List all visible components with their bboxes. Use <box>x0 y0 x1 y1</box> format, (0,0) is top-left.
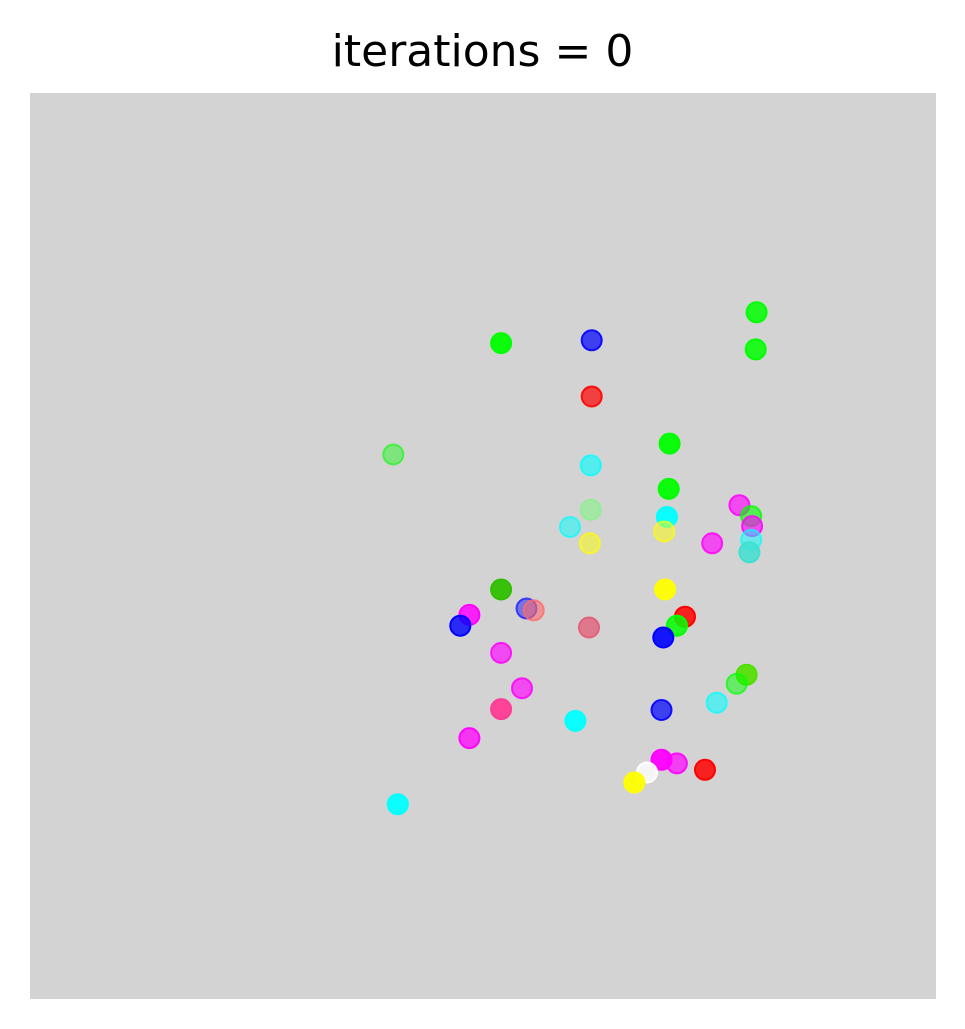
scatter-point-19 <box>701 532 724 555</box>
scatter-point-18 <box>738 541 761 564</box>
plot-area-background <box>30 93 936 999</box>
scatter-point-20 <box>490 578 513 601</box>
scatter-point-40 <box>665 752 688 775</box>
scatter-point-35 <box>490 698 513 721</box>
scatter-point-33 <box>511 677 533 700</box>
scatter-point-12 <box>653 520 676 543</box>
scatter-point-32 <box>725 672 748 695</box>
scatter-point-2 <box>745 301 768 324</box>
scatter-point-36 <box>564 709 587 732</box>
scatter-point-38 <box>458 727 481 750</box>
points-layer <box>382 301 768 816</box>
scatter-point-43 <box>623 771 646 794</box>
scatter-point-26 <box>578 616 600 639</box>
scatter-point-42 <box>694 758 716 781</box>
scatter-point-7 <box>579 454 602 477</box>
scatter-point-5 <box>382 443 405 466</box>
scatter-point-3 <box>744 338 767 361</box>
scatter-point-30 <box>490 641 513 664</box>
scatter-point-6 <box>658 432 681 455</box>
scatter-point-1 <box>580 329 603 352</box>
scatter-point-21 <box>654 578 677 601</box>
scatter-point-34 <box>705 691 728 714</box>
scatter-point-4 <box>580 385 603 408</box>
scatter-point-25 <box>522 599 545 622</box>
scatter-point-10 <box>559 516 581 538</box>
scatter-point-8 <box>657 477 680 500</box>
chart-title: iterations = 0 <box>331 26 634 77</box>
scatter-point-0 <box>490 332 513 355</box>
scatter-point-23 <box>449 614 472 637</box>
scatter-point-13 <box>578 532 601 555</box>
scatter-point-9 <box>579 498 602 521</box>
scatter-point-44 <box>386 793 409 816</box>
scatter-point-29 <box>652 626 675 649</box>
scatter-point-37 <box>650 699 673 721</box>
